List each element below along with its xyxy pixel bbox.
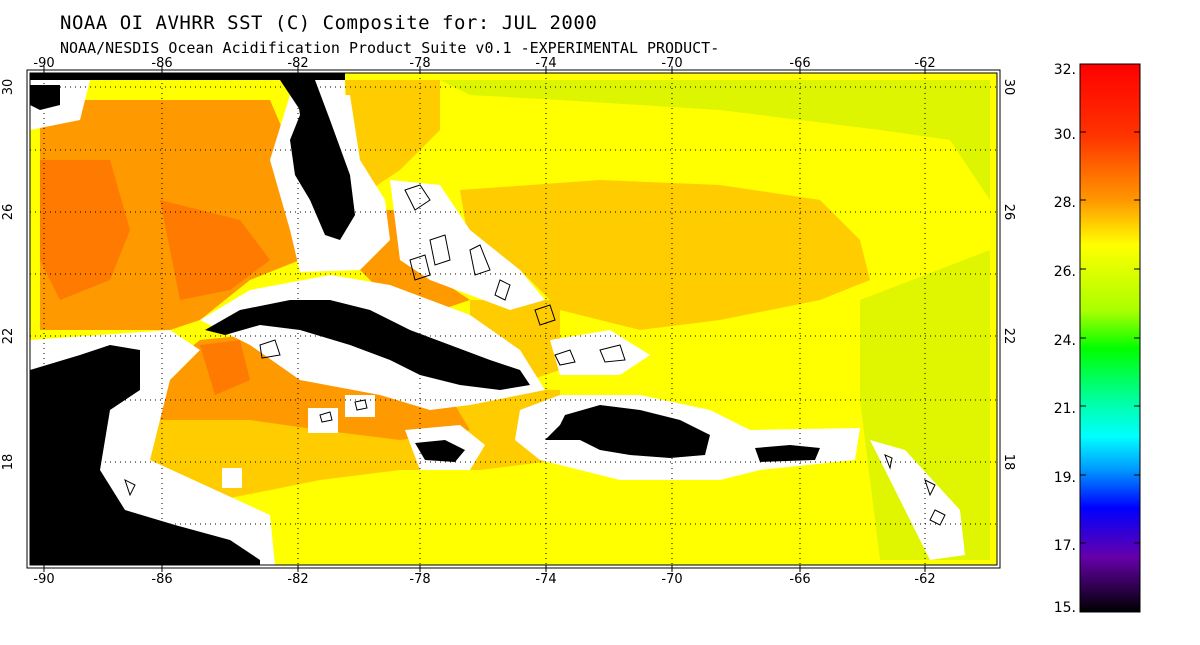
lon-label-bottom: -78 [409,572,430,587]
sst-hot-e-gulf [160,200,270,300]
land-central-america [30,345,260,565]
colorbar-label: 17. [1054,538,1076,554]
colorbar-label: 32. [1054,62,1076,78]
map-area [30,73,997,565]
lat-label-right: 22 [1001,328,1016,345]
coast-mask-swan [222,468,242,488]
sst-band-cooler-ne [440,80,990,200]
lon-label-bottom: -86 [151,572,172,587]
lat-label-right: 18 [1001,454,1016,471]
lon-label-bottom: -74 [535,572,556,587]
axis-ticks [43,66,926,572]
lon-labels-bottom: -90 -86 -82 -78 -74 -70 -66 -62 [33,572,935,587]
lon-label-bottom: -62 [914,572,935,587]
lat-label-left: 30 [1,79,16,96]
sst-hot-w-gulf [40,160,130,300]
colorbar-label: 19. [1054,470,1076,486]
colorbar-label: 28. [1054,195,1076,211]
lat-labels-left: 30 26 22 18 [1,79,16,471]
land-puerto-rico [755,445,820,462]
colorbar-label: 21. [1054,401,1076,417]
lon-label-top: -90 [33,56,54,71]
map-subtitle: NOAA/NESDIS Ocean Acidification Product … [60,39,720,57]
lon-label-bottom: -66 [789,572,810,587]
coast-mask-lesser-antilles [870,440,965,560]
colorbar-gradient [1079,63,1141,613]
coast-mask-bahamas [390,180,545,310]
lon-labels-top: -90 -86 -82 -78 -74 -70 -66 -62 [33,56,935,71]
coast-mask-turks [550,330,650,375]
map-frame-outer [26,69,1001,569]
colorbar-ticks [1080,63,1140,613]
colorbar-labels: 32. 30. 28. 26. 24. 21. 19. 17. 15. [1054,62,1076,616]
land-hispaniola [545,405,710,458]
map-title: NOAA OI AVHRR SST (C) Composite for: JUL… [60,12,598,34]
sst-band-warm-central [460,180,870,330]
land-us-gulf-coast [30,73,345,130]
land-louisiana-delta [30,85,60,110]
land-cuba [205,300,530,390]
land-florida [290,80,355,240]
lat-label-right: 26 [1001,204,1016,221]
map-frame-inner [29,72,998,566]
lon-label-top: -78 [409,56,430,71]
lon-label-top: -74 [535,56,556,71]
lon-label-top: -66 [789,56,810,71]
lat-label-left: 26 [1,204,16,221]
coast-mask-isle-of-youth [345,395,375,417]
lat-labels-right: 30 26 22 18 [1001,79,1016,471]
lat-label-right: 30 [1001,79,1016,96]
lon-label-top: -86 [151,56,172,71]
small-islands [124,184,946,526]
colorbar-label: 30. [1054,127,1076,143]
lat-label-left: 18 [1,454,16,471]
colorbar-label: 15. [1054,600,1076,616]
lon-label-bottom: -70 [661,572,682,587]
coast-mask-cayman [308,408,338,433]
colorbar: 32. 30. 28. 26. 24. 21. 19. 17. 15. [1054,62,1141,616]
colorbar-label: 24. [1054,333,1076,349]
colorbar-label: 26. [1054,264,1076,280]
graticule [30,73,997,565]
land-jamaica [415,440,465,462]
lon-label-top: -70 [661,56,682,71]
lon-label-bottom: -82 [287,572,308,587]
sst-band-warm-n [345,80,440,190]
lon-label-top: -62 [914,56,935,71]
lat-label-left: 22 [1,328,16,345]
lon-label-bottom: -90 [33,572,54,587]
lon-label-top: -82 [287,56,308,71]
sst-hot-yucatan [200,340,250,395]
